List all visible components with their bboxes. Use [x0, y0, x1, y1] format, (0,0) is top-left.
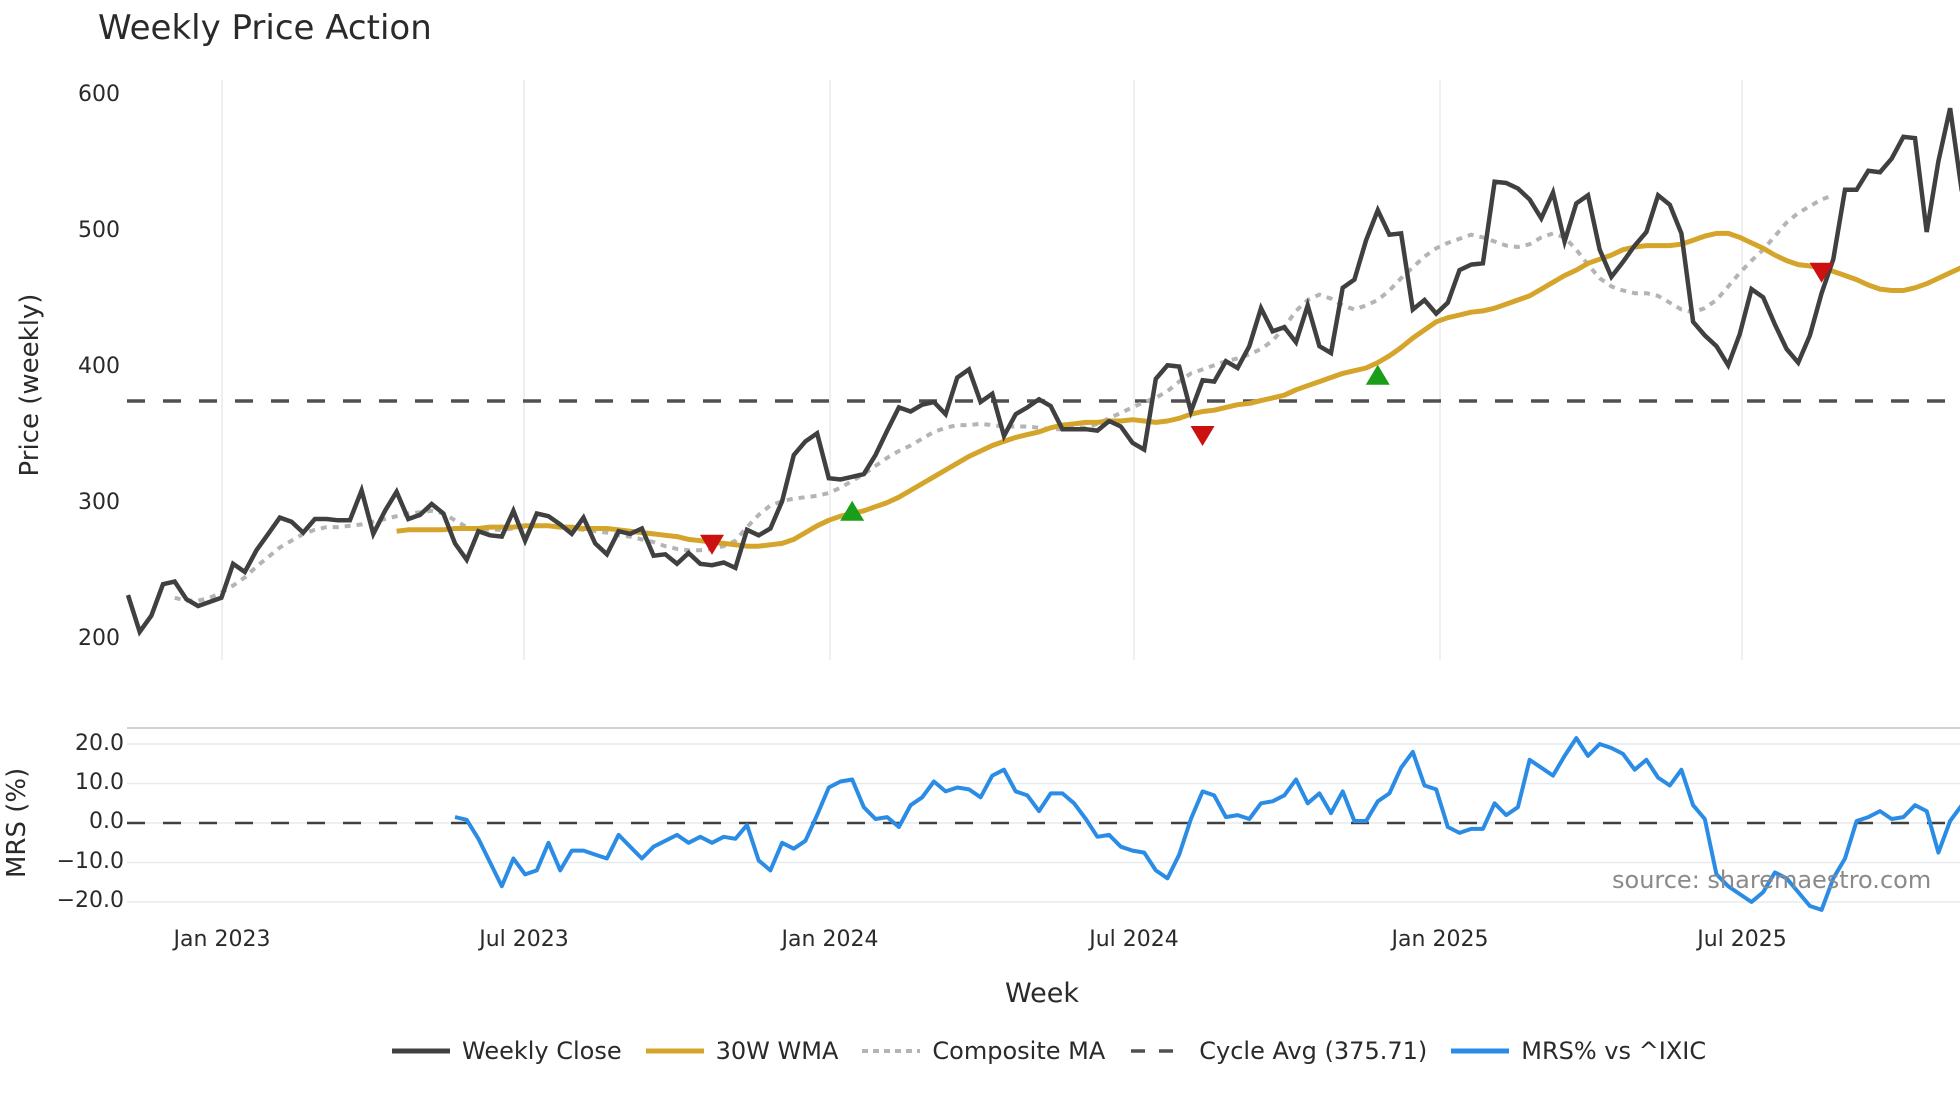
sell-signal-icon [1809, 262, 1834, 283]
legend-item-30w-wma[interactable]: 30W WMA [644, 1036, 839, 1066]
legend-item-cycle-avg[interactable]: Cycle Avg (375.71) [1127, 1036, 1427, 1066]
dotted-line-icon [862, 1049, 921, 1053]
buy-signal-icon [840, 500, 865, 521]
sell-signal-icon [700, 534, 724, 555]
solid-line-icon [392, 1048, 450, 1054]
legend-label: Cycle Avg (375.71) [1199, 1037, 1428, 1065]
legend: Weekly Close 30W WMA Composite MA Cycle … [390, 1036, 1728, 1066]
price-tick: 500 [78, 218, 120, 243]
legend-label: Composite MA [932, 1037, 1106, 1065]
legend-item-mrs[interactable]: MRS% vs ^IXIC [1449, 1036, 1706, 1066]
x-tick: Jan 2023 [173, 927, 271, 952]
sell-signal-icon [1190, 426, 1215, 446]
legend-label: Weekly Close [462, 1037, 622, 1065]
weekly-close-line [125, 107, 1960, 637]
mrs-tick: 0.0 [89, 809, 124, 834]
buy-signal-icon [1365, 364, 1390, 385]
mrs-axis-label: MRS (%) [2, 767, 32, 878]
price-tick: 200 [78, 626, 120, 651]
legend-item-weekly-close[interactable]: Weekly Close [390, 1036, 622, 1066]
source-watermark: source: sharemaestro.com [1612, 866, 1932, 894]
composite-ma-line [174, 193, 1834, 603]
legend-label: MRS% vs ^IXIC [1521, 1037, 1707, 1065]
x-tick: Jul 2024 [1089, 927, 1179, 952]
legend-item-composite-ma[interactable]: Composite MA [860, 1036, 1105, 1066]
mrs-plot-area [127, 736, 1960, 912]
x-tick: Jul 2023 [479, 927, 569, 952]
wma-line [396, 230, 1960, 549]
x-tick: Jan 2024 [781, 927, 879, 952]
price-axis-label: Price (weekly) [15, 293, 45, 477]
solid-line-icon [645, 1048, 704, 1054]
mrs-tick: 10.0 [75, 770, 124, 795]
mrs-tick: −20.0 [56, 888, 124, 913]
mrs-tick: −10.0 [56, 849, 124, 874]
x-tick: Jan 2025 [1391, 927, 1489, 952]
mrs-tick: 20.0 [75, 731, 124, 756]
x-axis-label: Week [1005, 978, 1079, 1009]
chart-title: Weekly Price Action [98, 8, 432, 48]
x-tick: Jul 2025 [1697, 927, 1787, 952]
price-tick: 600 [78, 82, 120, 107]
mrs-line [454, 736, 1960, 912]
price-tick: 300 [78, 490, 120, 515]
solid-line-icon [1451, 1048, 1510, 1054]
price-plot-area [125, 107, 1960, 637]
price-tick: 400 [78, 354, 120, 379]
legend-label: 30W WMA [715, 1037, 839, 1065]
dashed-line-icon [1131, 1049, 1188, 1053]
